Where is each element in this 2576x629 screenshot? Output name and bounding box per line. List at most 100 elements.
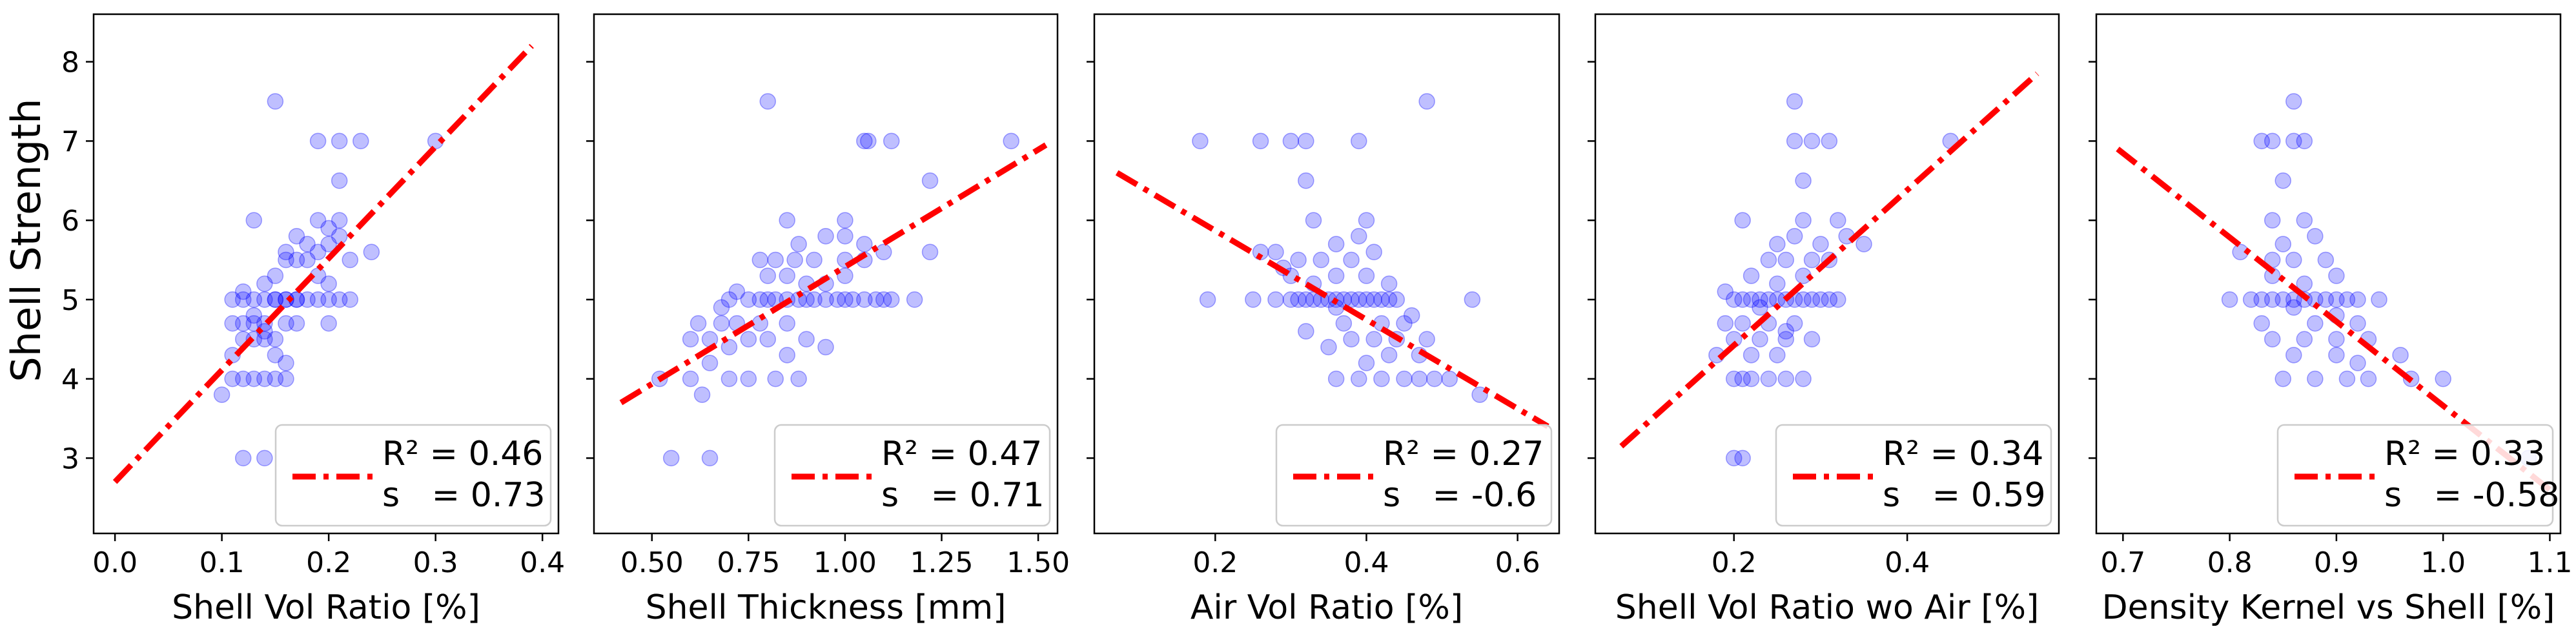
scatter-point — [256, 291, 273, 308]
scatter-point — [1358, 355, 1375, 371]
legend-slope-label: s = -0.6 — [1383, 476, 1537, 515]
scatter-point — [1743, 291, 1760, 308]
scatter-point — [1717, 283, 1734, 300]
scatter-point — [1327, 236, 1345, 253]
scatter-point — [713, 314, 730, 332]
scatter-point — [342, 251, 358, 269]
scatter-point — [2307, 314, 2324, 332]
scatter-point — [2285, 93, 2302, 110]
scatter-point — [245, 370, 263, 387]
scatter-point — [224, 314, 241, 332]
scatter-point — [2328, 267, 2345, 284]
scatter-point — [2296, 275, 2313, 293]
scatter-point — [2253, 314, 2270, 332]
scatter-point — [299, 291, 316, 308]
scatter-point — [1803, 291, 1821, 308]
scatter-point — [662, 449, 680, 467]
scatter-point — [1411, 370, 1428, 387]
scatter-point — [1343, 291, 1360, 308]
scatter-point — [1327, 370, 1345, 387]
scatter-point — [1786, 132, 1803, 150]
scatter-point — [2274, 236, 2292, 253]
scatter-point — [234, 283, 252, 300]
scatter-point — [1365, 331, 1382, 348]
scatter-point — [256, 331, 273, 348]
scatter-point — [1803, 132, 1821, 150]
scatter-point — [759, 331, 776, 348]
scatter-point — [883, 132, 900, 150]
scatter-point — [1717, 314, 1734, 332]
legend-frame — [1775, 424, 2052, 527]
scatter-point — [267, 291, 284, 308]
scatter-point — [1725, 370, 1743, 387]
scatter-point — [790, 236, 807, 253]
x-tick-label: 0.4 — [1885, 546, 1930, 579]
scatter-point — [1803, 251, 1821, 269]
scatter-point — [342, 291, 358, 308]
scatter-point — [1725, 449, 1743, 467]
scatter-point — [267, 93, 284, 110]
y-axis-label: Shell Strength — [3, 98, 50, 382]
scatter-point — [844, 291, 861, 308]
x-tick-label: 1.00 — [813, 546, 877, 579]
scatter-point — [2285, 291, 2302, 308]
scatter-point — [1373, 291, 1390, 308]
scatter-point — [1358, 212, 1375, 229]
x-tick-label: 0.9 — [2314, 546, 2359, 579]
x-tick-label: 0.1 — [199, 546, 245, 579]
scatter-point — [1245, 291, 1262, 308]
scatter-point — [1441, 370, 1458, 387]
scatter-point — [759, 267, 776, 284]
scatter-point — [856, 132, 873, 150]
scatter-point — [1351, 291, 1367, 308]
scatter-point — [1380, 347, 1398, 364]
x-axis-label: Shell Vol Ratio [%] — [172, 588, 480, 627]
legend-frame — [274, 424, 552, 527]
scatter-point — [767, 251, 784, 269]
scatter-point — [2285, 132, 2302, 150]
scatter-point — [701, 355, 719, 371]
scatter-point — [1795, 212, 1812, 229]
scatter-point — [1343, 251, 1360, 269]
scatter-point — [906, 291, 923, 308]
scatter-point — [1252, 243, 1269, 260]
scatter-point — [2274, 172, 2292, 189]
scatter-point — [751, 251, 769, 269]
scatter-point — [701, 449, 719, 467]
scatter-series — [2221, 93, 2537, 467]
subplot-4: 0.2 0.4 Shell Vol Ratio wo Air [%] R² = 0.3… — [1588, 13, 2060, 627]
legend-r2-label: R² = 0.27 — [1383, 435, 1544, 473]
x-axis-label: Shell Thickness [mm] — [646, 588, 1007, 627]
scatter-point — [267, 370, 284, 387]
scatter-point — [1305, 212, 1322, 229]
scatter-point — [693, 386, 711, 403]
scatter-point — [288, 314, 305, 332]
scatter-point — [1777, 370, 1795, 387]
y-tick-label: 5 — [61, 284, 79, 317]
scatter-point — [1305, 291, 1322, 308]
x-tick-label: 0.6 — [1495, 546, 1540, 579]
scatter-point — [1786, 93, 1803, 110]
scatter-point — [2285, 299, 2302, 316]
scatter-point — [883, 291, 900, 308]
scatter-point — [245, 212, 263, 229]
scatter-point — [1752, 299, 1768, 316]
scatter-point — [1298, 323, 1314, 340]
scatter-point — [309, 291, 327, 308]
scatter-point — [806, 251, 823, 269]
legend: R² = 0.33s = -0.58 — [2276, 424, 2559, 527]
scatter-point — [320, 291, 337, 308]
scatter-point — [234, 449, 252, 467]
scatter-point — [1351, 227, 1367, 245]
scatter-point — [779, 212, 795, 229]
scatter-point — [2435, 370, 2451, 387]
x-tick-label: 0.2 — [1192, 546, 1238, 579]
legend-r2-label: R² = 0.47 — [881, 435, 1042, 473]
x-tick-label: 0.4 — [1344, 546, 1389, 579]
scatter-point — [234, 291, 252, 308]
scatter-point — [331, 291, 348, 308]
scatter-point — [2307, 227, 2324, 245]
scatter-point — [1725, 291, 1743, 308]
legend-frame — [1275, 424, 1553, 527]
